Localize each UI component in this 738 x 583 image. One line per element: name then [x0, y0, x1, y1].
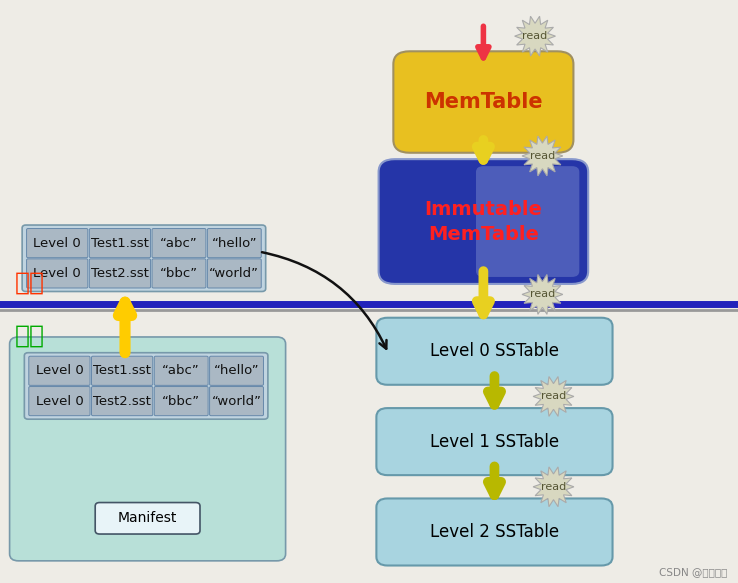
FancyBboxPatch shape	[92, 387, 153, 416]
FancyBboxPatch shape	[10, 337, 286, 561]
Text: Level 1 SSTable: Level 1 SSTable	[430, 433, 559, 451]
FancyBboxPatch shape	[27, 229, 88, 258]
FancyBboxPatch shape	[24, 353, 268, 419]
FancyBboxPatch shape	[154, 356, 208, 385]
Text: Test1.sst: Test1.sst	[93, 364, 151, 377]
FancyBboxPatch shape	[210, 356, 263, 385]
Text: Test2.sst: Test2.sst	[93, 395, 151, 408]
Text: Level 0: Level 0	[35, 364, 83, 377]
FancyBboxPatch shape	[207, 229, 261, 258]
FancyBboxPatch shape	[376, 318, 613, 385]
FancyBboxPatch shape	[27, 259, 88, 288]
Text: Level 0: Level 0	[33, 237, 81, 250]
FancyBboxPatch shape	[376, 408, 613, 475]
Text: “world”: “world”	[210, 267, 259, 280]
FancyBboxPatch shape	[152, 259, 206, 288]
FancyBboxPatch shape	[89, 259, 151, 288]
Text: CSDN @猜猎风中: CSDN @猜猎风中	[658, 567, 727, 577]
FancyBboxPatch shape	[210, 387, 263, 416]
FancyBboxPatch shape	[95, 503, 200, 534]
Text: Test1.sst: Test1.sst	[91, 237, 149, 250]
Text: “hello”: “hello”	[212, 237, 257, 250]
Text: 内存: 内存	[15, 271, 45, 294]
Text: MemTable: MemTable	[424, 92, 542, 112]
FancyBboxPatch shape	[92, 356, 153, 385]
Polygon shape	[522, 136, 563, 176]
FancyBboxPatch shape	[207, 259, 261, 288]
FancyBboxPatch shape	[22, 225, 266, 292]
Polygon shape	[533, 377, 574, 416]
Text: “bbc”: “bbc”	[162, 395, 200, 408]
Text: Test2.sst: Test2.sst	[91, 267, 149, 280]
FancyBboxPatch shape	[154, 387, 208, 416]
Text: Level 0 SSTable: Level 0 SSTable	[430, 342, 559, 360]
Text: Level 0: Level 0	[35, 395, 83, 408]
Text: “world”: “world”	[212, 395, 261, 408]
Text: “hello”: “hello”	[214, 364, 259, 377]
FancyBboxPatch shape	[376, 498, 613, 566]
Text: “abc”: “abc”	[162, 364, 200, 377]
Text: “abc”: “abc”	[160, 237, 198, 250]
FancyBboxPatch shape	[29, 387, 90, 416]
Text: read: read	[541, 391, 566, 402]
Text: read: read	[530, 151, 555, 161]
Text: Immutable
MemTable: Immutable MemTable	[424, 199, 542, 244]
Text: Level 2 SSTable: Level 2 SSTable	[430, 523, 559, 541]
FancyBboxPatch shape	[476, 166, 579, 277]
FancyBboxPatch shape	[89, 229, 151, 258]
FancyBboxPatch shape	[393, 51, 573, 153]
Text: “bbc”: “bbc”	[160, 267, 198, 280]
Polygon shape	[514, 16, 556, 56]
Text: 磁盘: 磁盘	[15, 324, 45, 347]
Polygon shape	[522, 275, 563, 314]
Text: Manifest: Manifest	[118, 511, 177, 525]
Text: Level 0: Level 0	[33, 267, 81, 280]
FancyBboxPatch shape	[152, 229, 206, 258]
Text: read: read	[530, 289, 555, 300]
FancyBboxPatch shape	[379, 159, 588, 284]
Text: read: read	[541, 482, 566, 492]
FancyBboxPatch shape	[29, 356, 90, 385]
Polygon shape	[533, 467, 574, 507]
Text: read: read	[523, 31, 548, 41]
